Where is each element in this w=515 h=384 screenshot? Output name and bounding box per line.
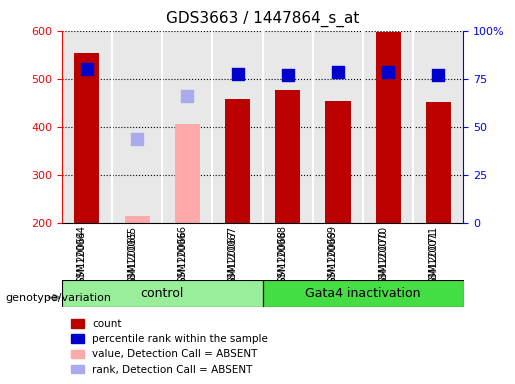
Bar — [175, 124, 200, 223]
Text: control: control — [141, 287, 184, 300]
Bar — [325, 101, 351, 223]
Bar — [62, 280, 263, 307]
Bar — [263, 31, 313, 223]
Point — [284, 72, 292, 78]
Text: GSM120066: GSM120066 — [177, 225, 187, 285]
Point — [183, 93, 192, 99]
Point — [133, 136, 141, 142]
Bar — [363, 31, 413, 223]
Bar — [375, 32, 401, 223]
Text: GSM120070: GSM120070 — [378, 225, 388, 285]
Bar — [74, 53, 99, 223]
Text: genotype/variation: genotype/variation — [5, 293, 111, 303]
Text: GSM120067: GSM120067 — [228, 225, 237, 285]
Text: GSM120065: GSM120065 — [127, 225, 137, 285]
Bar — [212, 31, 263, 223]
Bar — [426, 102, 451, 223]
Bar — [263, 280, 464, 307]
Text: GSM120071: GSM120071 — [428, 225, 438, 285]
Bar — [413, 31, 464, 223]
Text: Gata4 inactivation: Gata4 inactivation — [305, 287, 421, 300]
Bar — [225, 99, 250, 223]
Text: GSM120069: GSM120069 — [328, 225, 338, 285]
Bar — [275, 90, 300, 223]
Point — [233, 71, 242, 78]
Text: GSM120064: GSM120064 — [77, 225, 87, 285]
Point — [83, 66, 91, 72]
Bar — [125, 215, 150, 223]
Bar — [112, 31, 162, 223]
Text: GSM120068: GSM120068 — [278, 225, 288, 285]
Point — [334, 68, 342, 74]
Bar — [62, 31, 112, 223]
Title: GDS3663 / 1447864_s_at: GDS3663 / 1447864_s_at — [166, 10, 359, 26]
Point — [434, 72, 442, 78]
Bar — [313, 31, 363, 223]
Point — [384, 69, 392, 75]
Legend: count, percentile rank within the sample, value, Detection Call = ABSENT, rank, : count, percentile rank within the sample… — [67, 315, 272, 379]
Bar — [162, 31, 212, 223]
